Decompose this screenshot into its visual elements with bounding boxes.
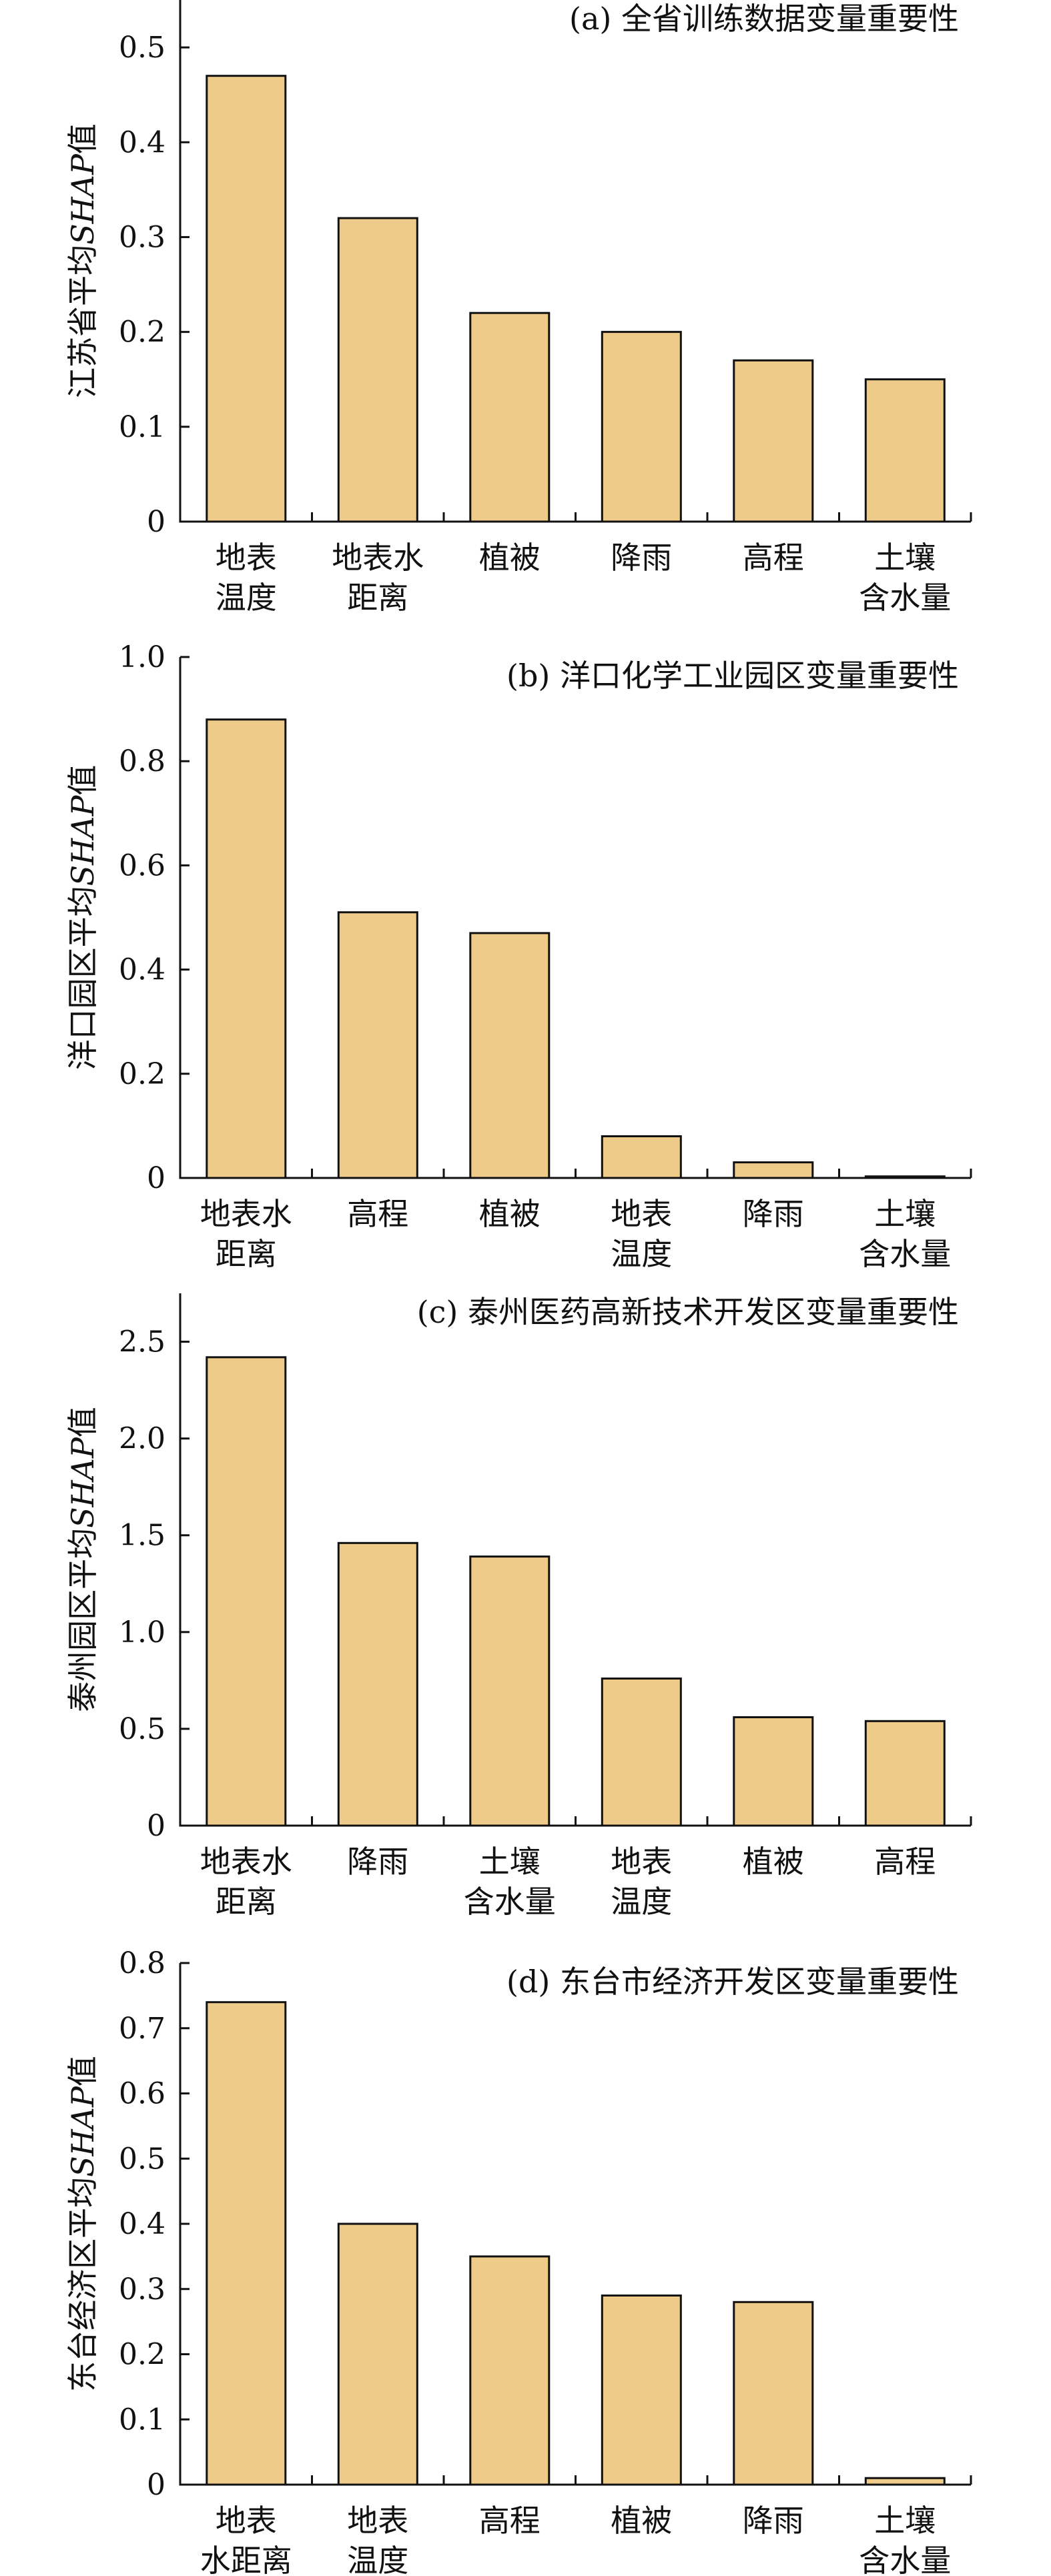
y-tick-label: 0.2 bbox=[119, 1057, 165, 1091]
x-tick-label: 含水量 bbox=[859, 2543, 951, 2576]
bar bbox=[337, 2222, 418, 2486]
bar bbox=[864, 378, 946, 523]
x-tick-label: 植被 bbox=[479, 540, 541, 576]
x-tick-label: 温度 bbox=[347, 2543, 408, 2576]
bar bbox=[601, 1678, 682, 1827]
x-tick-label: 降雨 bbox=[743, 2503, 804, 2539]
bar bbox=[206, 1356, 287, 1827]
x-tick-label: 地表水 bbox=[200, 1844, 292, 1880]
y-tick-label: 0.4 bbox=[119, 125, 165, 159]
x-tick-label: 土壤 bbox=[874, 2503, 936, 2539]
bar bbox=[469, 1555, 551, 1827]
y-axis-label: 东台经济区平均SHAP值 bbox=[65, 2056, 101, 2392]
x-tick-label: 含水量 bbox=[464, 1884, 556, 1920]
y-tick-label: 2.0 bbox=[119, 1422, 165, 1456]
x-tick-label: 地表 bbox=[216, 540, 277, 576]
bar bbox=[864, 1720, 946, 1827]
y-tick-label: 0 bbox=[147, 2468, 165, 2502]
y-tick-label: 0.5 bbox=[119, 2142, 165, 2176]
x-tick-label: 水距离 bbox=[200, 2543, 292, 2576]
x-tick-label: 土壤 bbox=[874, 540, 936, 576]
bar bbox=[733, 2301, 814, 2486]
y-tick-label: 1.5 bbox=[119, 1519, 165, 1553]
y-tick-label: 0.2 bbox=[119, 315, 165, 350]
x-tick-label: 植被 bbox=[743, 1844, 804, 1880]
bar bbox=[469, 932, 551, 1179]
x-tick-label: 地表 bbox=[611, 1196, 672, 1232]
x-tick-label: 降雨 bbox=[743, 1196, 804, 1232]
y-tick-label: 0.8 bbox=[119, 744, 165, 778]
y-tick-label: 2.5 bbox=[119, 1325, 165, 1359]
bar bbox=[601, 2295, 682, 2486]
x-tick-label: 土壤 bbox=[874, 1196, 936, 1232]
x-tick-label: 地表 bbox=[216, 2503, 277, 2539]
y-tick-label: 0.8 bbox=[119, 1946, 165, 1980]
bar bbox=[601, 331, 682, 523]
x-tick-label: 地表 bbox=[611, 1844, 672, 1880]
bar bbox=[601, 1135, 682, 1179]
x-tick-label: 土壤 bbox=[479, 1844, 541, 1880]
bar bbox=[206, 75, 287, 523]
x-tick-label: 温度 bbox=[611, 1236, 672, 1272]
y-tick-label: 0 bbox=[147, 1161, 165, 1195]
x-tick-label: 高程 bbox=[479, 2503, 541, 2539]
y-tick-label: 0.6 bbox=[119, 2077, 165, 2111]
y-tick-label: 0.1 bbox=[119, 2403, 165, 2437]
x-tick-label: 高程 bbox=[347, 1196, 408, 1232]
y-axis-label: 泰州园区平均SHAP值 bbox=[65, 1407, 101, 1712]
chart-title: (d) 东台市经济开发区变量重要性 bbox=[506, 1964, 959, 2000]
bar bbox=[206, 2001, 287, 2486]
y-tick-label: 0 bbox=[147, 505, 165, 539]
chart-title: (b) 洋口化学工业园区变量重要性 bbox=[506, 658, 959, 694]
x-tick-label: 含水量 bbox=[859, 580, 951, 616]
x-tick-label: 距离 bbox=[216, 1884, 277, 1920]
y-tick-label: 1.0 bbox=[119, 1616, 165, 1650]
bar bbox=[469, 311, 551, 523]
y-tick-label: 0.4 bbox=[119, 953, 165, 987]
x-tick-label: 含水量 bbox=[859, 1236, 951, 1272]
y-tick-label: 0.1 bbox=[119, 410, 165, 444]
x-tick-label: 降雨 bbox=[611, 540, 672, 576]
x-tick-label: 降雨 bbox=[347, 1844, 408, 1880]
x-tick-label: 高程 bbox=[874, 1844, 936, 1880]
x-tick-label: 温度 bbox=[611, 1884, 672, 1920]
x-tick-label: 距离 bbox=[347, 580, 408, 616]
y-tick-label: 0.6 bbox=[119, 848, 165, 882]
x-tick-label: 距离 bbox=[216, 1236, 277, 1272]
x-tick-label: 地表 bbox=[347, 2503, 408, 2539]
x-tick-label: 地表水 bbox=[332, 540, 424, 576]
y-tick-label: 0.7 bbox=[119, 2012, 165, 2046]
chart-title: (a) 全省训练数据变量重要性 bbox=[569, 1, 959, 37]
chart-title: (c) 泰州医药高新技术开发区变量重要性 bbox=[417, 1294, 959, 1330]
y-tick-label: 0.5 bbox=[119, 31, 165, 65]
y-axis-label: 洋口园区平均SHAP值 bbox=[65, 765, 101, 1071]
y-tick-label: 0.2 bbox=[119, 2338, 165, 2372]
x-tick-label: 温度 bbox=[216, 580, 277, 616]
y-tick-label: 0.5 bbox=[119, 1712, 165, 1746]
y-tick-label: 1.0 bbox=[119, 640, 165, 674]
y-tick-label: 0.4 bbox=[119, 2207, 165, 2241]
y-tick-label: 0.3 bbox=[119, 220, 165, 254]
bar bbox=[733, 1716, 814, 1827]
y-tick-label: 0.3 bbox=[119, 2273, 165, 2307]
x-tick-label: 植被 bbox=[479, 1196, 541, 1232]
bar bbox=[337, 1541, 418, 1827]
y-tick-label: 0 bbox=[147, 1809, 165, 1843]
x-tick-label: 高程 bbox=[743, 540, 804, 576]
bar bbox=[337, 217, 418, 523]
y-axis-label: 江苏省平均SHAP值 bbox=[65, 123, 101, 398]
x-tick-label: 地表水 bbox=[200, 1196, 292, 1232]
bar bbox=[337, 911, 418, 1179]
bar bbox=[469, 2255, 551, 2486]
bar bbox=[733, 359, 814, 523]
bar bbox=[206, 718, 287, 1179]
bar bbox=[733, 1161, 814, 1179]
x-tick-label: 植被 bbox=[611, 2503, 672, 2539]
